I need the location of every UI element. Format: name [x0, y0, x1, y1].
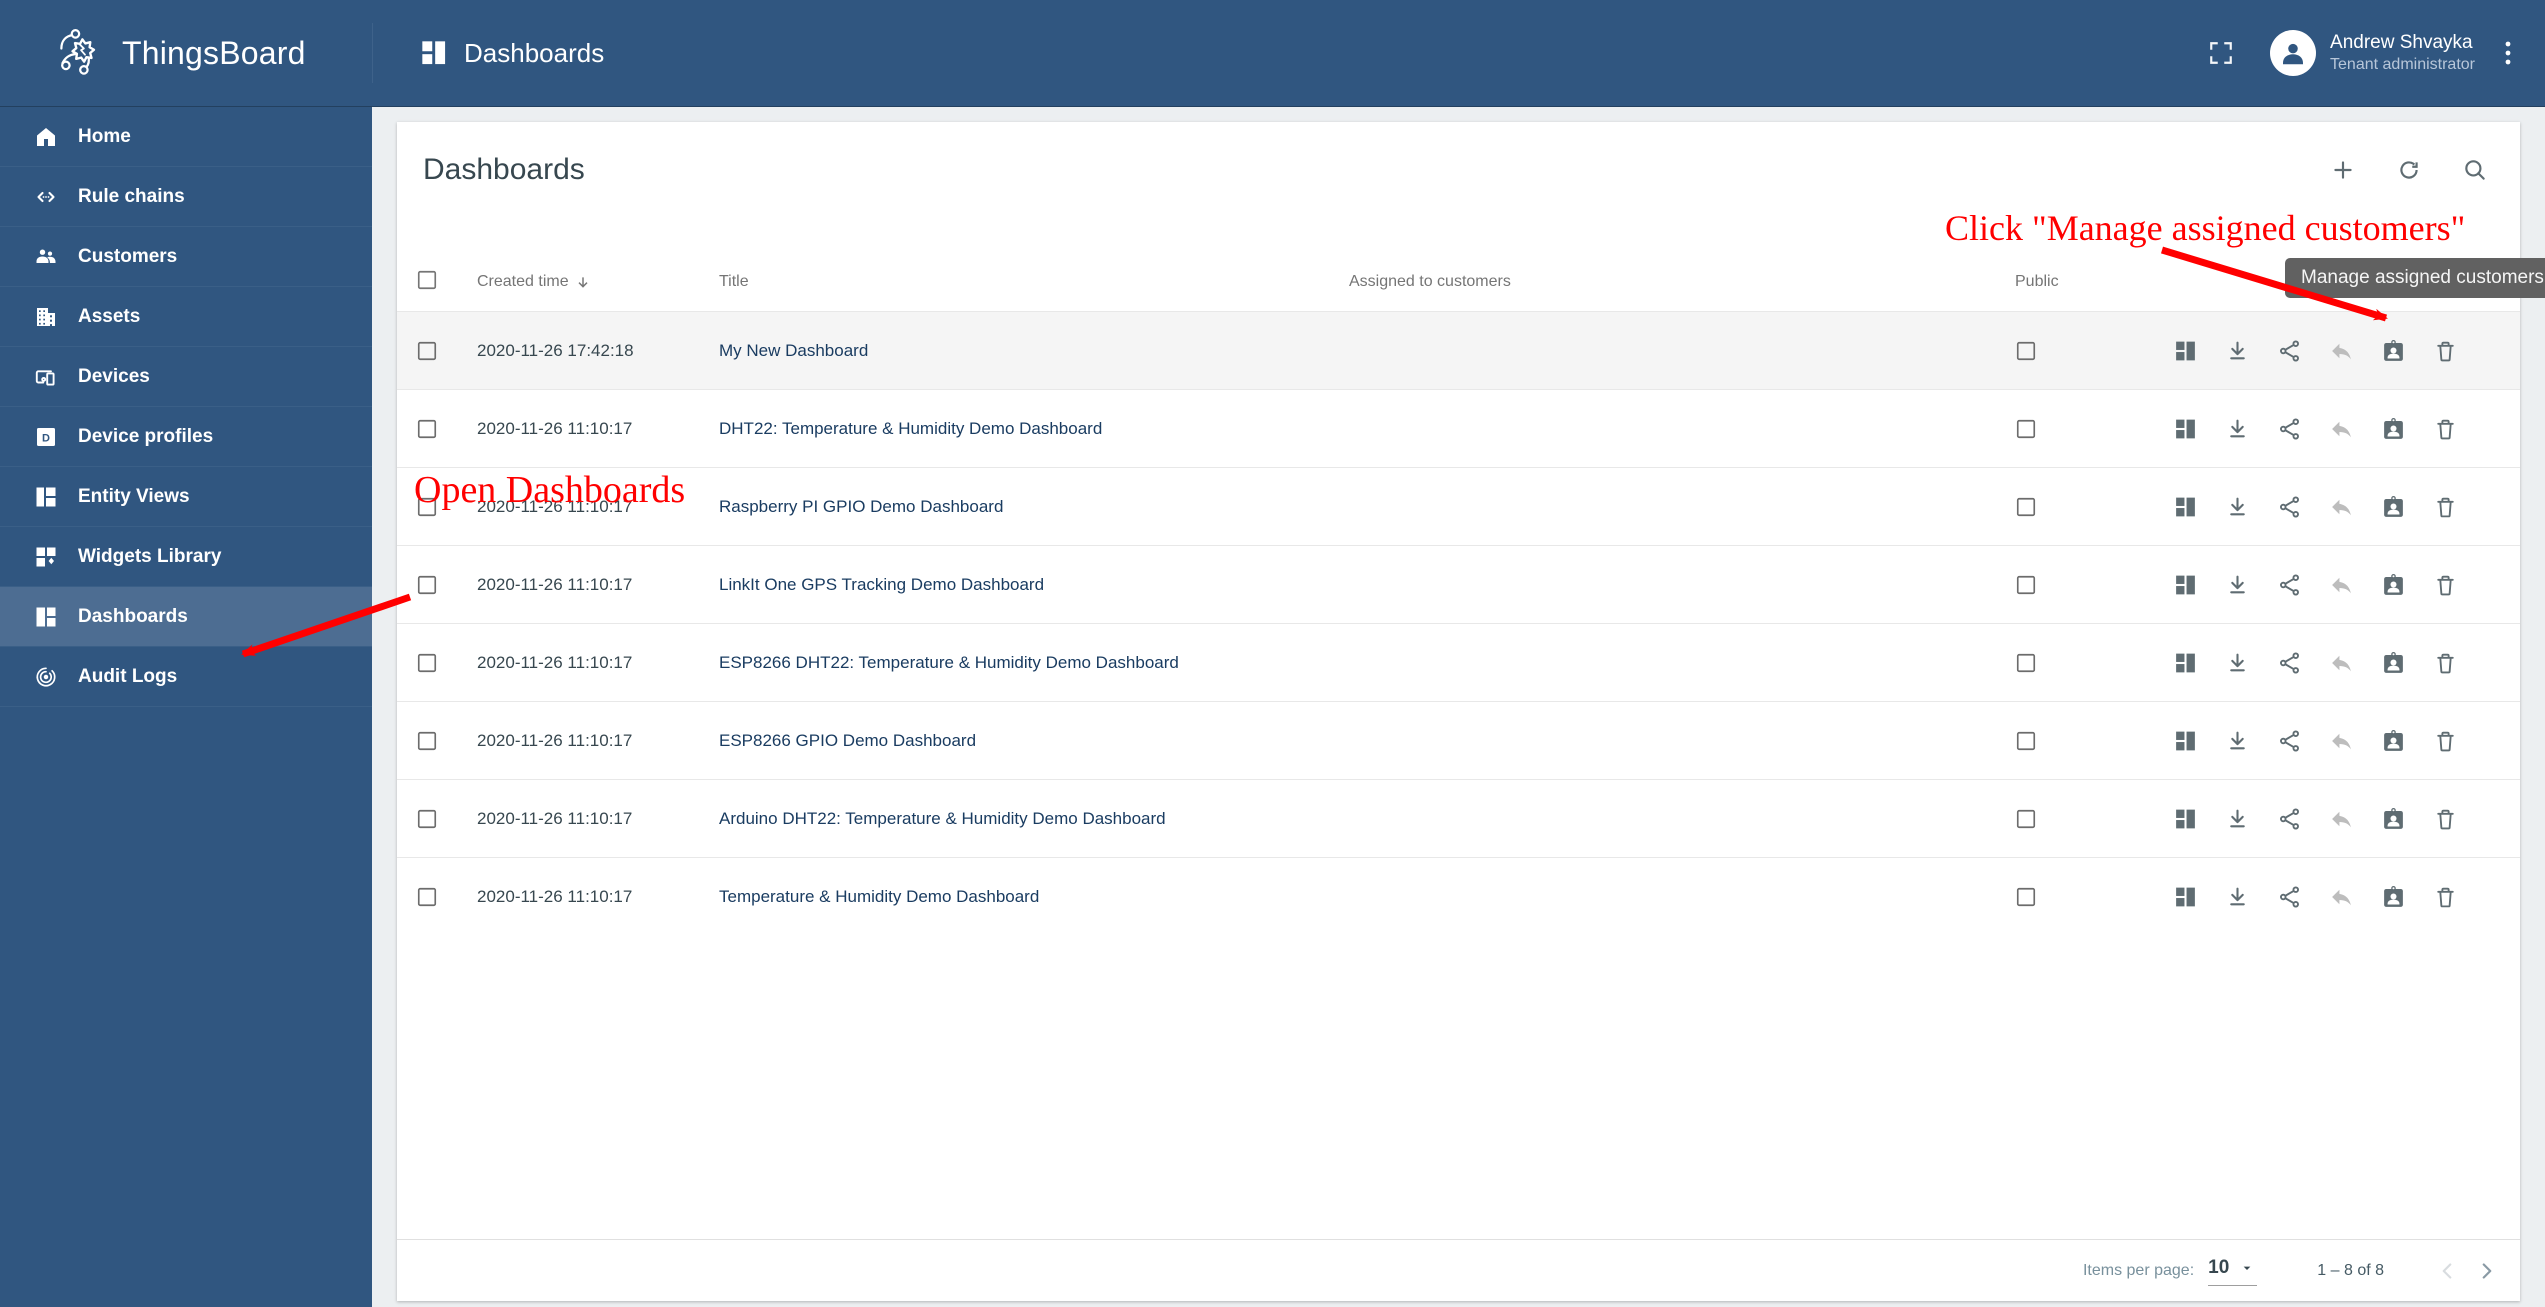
svg-text:D: D — [42, 432, 50, 444]
